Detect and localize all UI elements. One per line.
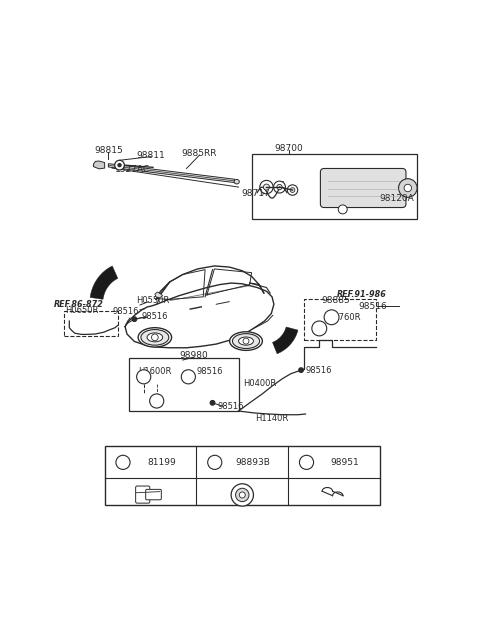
Text: H0650R: H0650R <box>65 306 98 315</box>
Circle shape <box>260 181 273 194</box>
Circle shape <box>277 185 282 190</box>
Circle shape <box>404 185 411 192</box>
FancyBboxPatch shape <box>146 489 161 500</box>
Ellipse shape <box>232 334 260 349</box>
Text: c: c <box>186 372 191 381</box>
Text: REF.86-872: REF.86-872 <box>54 300 104 309</box>
Circle shape <box>132 317 137 322</box>
Text: b: b <box>316 324 323 333</box>
Text: 98516: 98516 <box>142 312 168 322</box>
Polygon shape <box>94 161 105 169</box>
Ellipse shape <box>239 337 253 345</box>
Text: 98980: 98980 <box>180 350 208 359</box>
Circle shape <box>240 492 245 498</box>
Text: 98516: 98516 <box>305 366 332 375</box>
Circle shape <box>181 370 195 384</box>
Ellipse shape <box>138 328 172 347</box>
Polygon shape <box>108 163 235 183</box>
Text: a: a <box>328 312 335 322</box>
Bar <box>304 300 376 340</box>
Text: 98951: 98951 <box>331 458 360 467</box>
Text: 9885RR: 9885RR <box>182 149 217 158</box>
Text: 98700: 98700 <box>275 143 303 152</box>
FancyBboxPatch shape <box>136 486 150 503</box>
Circle shape <box>312 321 327 336</box>
Text: 98120A: 98120A <box>379 194 414 203</box>
Polygon shape <box>90 266 118 300</box>
Bar <box>129 358 239 411</box>
Text: a: a <box>120 458 126 467</box>
Text: REF.91-986: REF.91-986 <box>336 290 386 299</box>
Text: H0400R: H0400R <box>243 379 276 388</box>
Circle shape <box>116 455 130 469</box>
Text: a: a <box>141 372 147 381</box>
Text: 98717: 98717 <box>241 188 270 197</box>
Text: 98811: 98811 <box>137 150 166 159</box>
Polygon shape <box>273 327 298 354</box>
Bar <box>105 446 380 505</box>
Text: 98815: 98815 <box>94 146 123 155</box>
Text: c: c <box>304 458 309 467</box>
Circle shape <box>324 310 339 325</box>
Circle shape <box>274 181 286 193</box>
Text: H0550R: H0550R <box>136 296 169 305</box>
Text: b: b <box>212 458 218 467</box>
Text: 98516: 98516 <box>196 367 223 376</box>
Text: 98516: 98516 <box>113 307 140 316</box>
Bar <box>252 154 417 219</box>
Ellipse shape <box>141 330 169 345</box>
Circle shape <box>231 484 253 506</box>
Circle shape <box>152 334 158 341</box>
Text: 81199: 81199 <box>147 458 176 467</box>
Text: a: a <box>154 397 160 406</box>
Circle shape <box>115 160 124 170</box>
Ellipse shape <box>147 333 163 342</box>
Circle shape <box>264 184 269 190</box>
Circle shape <box>288 185 298 195</box>
Text: H1140R: H1140R <box>255 414 288 423</box>
Circle shape <box>236 488 249 502</box>
Text: 98516: 98516 <box>358 302 387 311</box>
Bar <box>64 311 118 336</box>
Text: 1327AC: 1327AC <box>115 165 150 174</box>
Circle shape <box>338 205 347 214</box>
Text: H0760R: H0760R <box>327 313 360 322</box>
FancyBboxPatch shape <box>321 168 406 208</box>
Circle shape <box>137 370 151 384</box>
Circle shape <box>150 394 164 408</box>
Circle shape <box>299 368 303 372</box>
Circle shape <box>290 188 295 192</box>
Polygon shape <box>155 292 163 298</box>
Text: 98893B: 98893B <box>236 458 271 467</box>
Circle shape <box>210 401 215 405</box>
Circle shape <box>243 338 249 344</box>
Text: 98516: 98516 <box>218 402 244 411</box>
Text: H1600R: H1600R <box>138 367 171 376</box>
Ellipse shape <box>234 179 240 184</box>
Text: 98885: 98885 <box>321 296 349 305</box>
Circle shape <box>208 455 222 469</box>
Circle shape <box>398 179 417 197</box>
Circle shape <box>300 455 313 469</box>
Circle shape <box>118 163 121 167</box>
Ellipse shape <box>229 332 263 350</box>
